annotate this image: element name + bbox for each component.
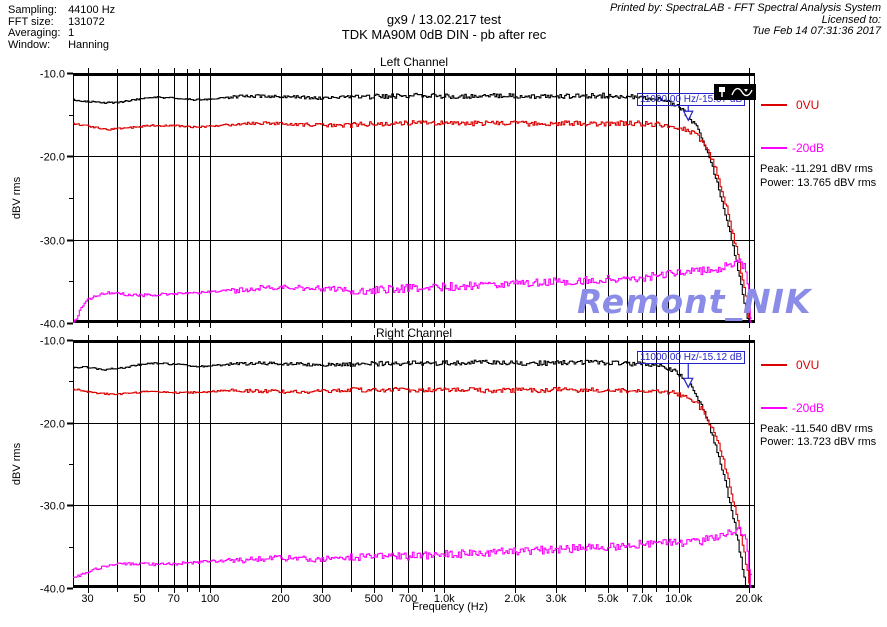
svg-text:10.0k: 10.0k (665, 593, 692, 605)
svg-text:5.0k: 5.0k (598, 593, 619, 605)
svg-text:7.0k: 7.0k (632, 593, 653, 605)
left-channel-title: Left Channel (379, 55, 449, 69)
print-date: Tue Feb 14 07:31:36 2017 (752, 25, 881, 37)
svg-text:-10.0: -10.0 (40, 336, 65, 348)
right-legend-line-0vu (761, 364, 787, 366)
svg-text:-10.0: -10.0 (40, 69, 65, 81)
plot-toolbar[interactable] (714, 84, 756, 100)
printed-by: Printed by: SpectraLAB - FFT Spectral An… (609, 2, 881, 14)
print-info: Printed by: SpectraLAB - FFT Spectral An… (609, 2, 881, 38)
pin-icon[interactable] (717, 86, 727, 98)
svg-text:30: 30 (81, 593, 93, 605)
param-value: 1 (68, 27, 75, 39)
param-value: 44100 Hz (68, 4, 116, 16)
right-cursor-readout[interactable]: 11000.00 Hz/-15.12 dB (637, 351, 746, 364)
x-axis-label: Frequency (Hz) (412, 601, 488, 613)
svg-text:-20.0: -20.0 (40, 419, 65, 431)
left-legend-line-20db (761, 147, 787, 149)
param-label: Sampling: (8, 4, 57, 16)
right-y-axis-label: dBV rms (11, 442, 23, 486)
svg-text:1.0k: 1.0k (434, 593, 455, 605)
right-legend-label-0vu: 0VU (796, 358, 820, 372)
svg-text:300: 300 (313, 593, 331, 605)
param-fft-size: FFT size: 131072 (8, 15, 115, 29)
test-title-line1: gx9 / 13.02.217 test (386, 12, 502, 27)
param-label: FFT size: (8, 15, 54, 28)
param-window: Window: Hanning (8, 38, 115, 52)
right-peak-readout: Peak: -11.540 dBV rms (760, 423, 873, 435)
param-averaging: Averaging: 1 (8, 27, 115, 40)
right-power-readout: Power: 13.723 dBV rms (760, 436, 877, 448)
left-legend-line-0vu (761, 104, 787, 106)
svg-text:200: 200 (271, 593, 289, 605)
licensed-to: Licensed to: (821, 13, 881, 26)
left-legend-label-20db: -20dB (792, 141, 825, 155)
svg-text:3.0k: 3.0k (546, 593, 567, 605)
analysis-parameters: Sampling: 44100 Hz FFT size: 131072 Aver… (8, 4, 116, 52)
right-channel-title: Right Channel (375, 326, 453, 340)
svg-text:20.0k: 20.0k (736, 593, 763, 605)
param-label: Window: (8, 38, 51, 51)
param-value: 131072 (68, 15, 105, 28)
svg-text:-40.0: -40.0 (40, 319, 65, 331)
svg-text:-40.0: -40.0 (40, 584, 65, 596)
svg-text:500: 500 (365, 593, 383, 605)
left-power-readout: Power: 13.765 dBV rms (760, 177, 877, 189)
svg-text:50: 50 (133, 593, 145, 605)
svg-text:70: 70 (168, 593, 180, 605)
svg-text:100: 100 (201, 593, 219, 605)
test-title: gx9 / 13.02.217 test TDK MA90M 0dB DIN -… (244, 12, 644, 42)
svg-text:-20.0: -20.0 (40, 152, 65, 164)
waveform-icon[interactable] (731, 86, 753, 99)
right-legend-label-20db: -20dB (792, 401, 825, 415)
left-legend-label-0vu: 0VU (796, 98, 820, 112)
right-legend-line-20db (761, 407, 787, 409)
param-label: Averaging: (8, 27, 61, 39)
right-channel-plot[interactable]: 30 50 70 100 200 300 500 700 1.0k 2.0k 3.0k 5.0k 7.0… (40, 335, 763, 605)
svg-text:-30.0: -30.0 (40, 501, 65, 513)
svg-text:700: 700 (399, 593, 417, 605)
param-value: Hanning (68, 38, 110, 51)
svg-text:-30.0: -30.0 (40, 236, 65, 248)
left-channel-plot[interactable]: -10.0 -20.0 -30.0 -40.0 (40, 68, 755, 331)
left-y-axis-label: dBV rms (11, 176, 23, 220)
test-title-line2: TDK MA90M 0dB DIN - pb after rec (341, 27, 547, 42)
svg-text:2.0k: 2.0k (504, 593, 525, 605)
param-sampling: Sampling: 44100 Hz (8, 4, 116, 17)
left-peak-readout: Peak: -11.291 dBV rms (760, 163, 873, 175)
